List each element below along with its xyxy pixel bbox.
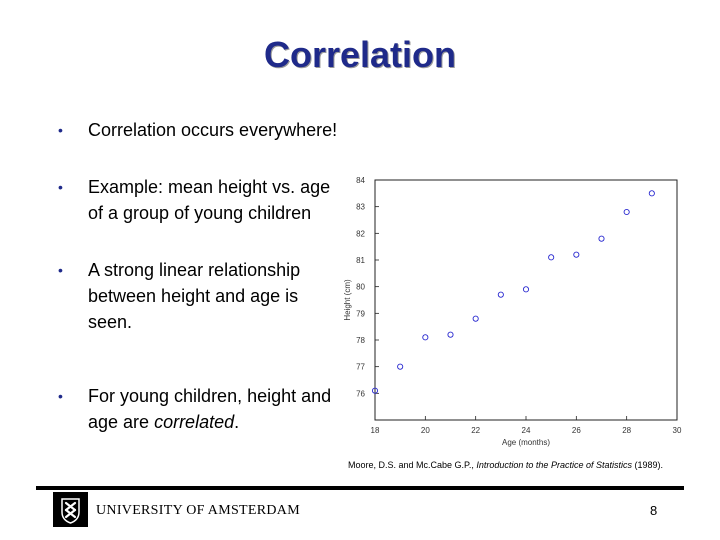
data-point xyxy=(397,363,404,370)
bullet-text: For young children, height and age are c… xyxy=(88,383,338,435)
citation-book-title: Introduction to the Practice of Statisti… xyxy=(476,460,632,470)
page-number: 8 xyxy=(650,503,658,518)
y-tick-label: 77 xyxy=(356,363,365,372)
data-point xyxy=(422,334,429,341)
x-tick-label: 28 xyxy=(622,426,631,435)
bullet-linear-relationship: • A strong linear relationship between h… xyxy=(58,257,338,335)
x-tick-label: 20 xyxy=(421,426,430,435)
y-tick-label: 83 xyxy=(356,203,365,212)
data-point xyxy=(371,387,379,394)
data-point xyxy=(648,190,655,197)
data-point xyxy=(472,315,479,322)
bullet-dot: • xyxy=(58,179,63,195)
y-tick-label: 82 xyxy=(356,229,365,238)
bullet-young-children-correlated: • For young children, height and age are… xyxy=(58,383,338,435)
citation-prefix: Moore, D.S. and Mc.Cabe G.P., xyxy=(348,460,477,470)
bullet-correlation-everywhere: • Correlation occurs everywhere! xyxy=(58,117,478,143)
x-tick-label: 18 xyxy=(371,426,380,435)
data-point xyxy=(497,291,504,298)
university-logo-icon xyxy=(53,492,88,527)
slide-title: Correlation xyxy=(263,34,457,75)
x-tick-label: 22 xyxy=(471,426,480,435)
bullet-text-emphasis: correlated xyxy=(154,412,235,432)
footer-divider xyxy=(36,486,684,490)
x-axis-label: Age (months) xyxy=(502,438,550,447)
y-tick-label: 76 xyxy=(356,389,365,398)
x-tick-label: 26 xyxy=(572,426,581,435)
data-point xyxy=(573,251,580,258)
y-tick-label: 80 xyxy=(356,283,365,292)
bullet-text: Correlation occurs everywhere! xyxy=(88,120,338,140)
bullet-dot: • xyxy=(58,388,63,404)
bullet-example: • Example: mean height vs. age of a grou… xyxy=(58,174,338,226)
y-tick-label: 84 xyxy=(356,176,365,185)
bullet-text: Example: mean height vs. age of a group … xyxy=(88,177,331,223)
height-vs-age-scatter-chart: 18 20 22 24 26 28 30 76 77 78 79 80 81 82 83 84 Age (mon… xyxy=(343,176,682,447)
bullet-text-prefix: For young children, height and age are xyxy=(88,386,332,432)
data-point xyxy=(598,235,605,242)
bullet-text: A strong linear relationship between hei… xyxy=(88,260,301,332)
citation-suffix: (1989). xyxy=(631,460,663,470)
plot-frame xyxy=(374,179,678,421)
citation: Moore, D.S. and Mc.Cabe G.P., Introducti… xyxy=(348,460,663,470)
university-name: UNIVERSITY OF AMSTERDAM xyxy=(96,503,300,518)
x-tick-label: 24 xyxy=(522,426,531,435)
data-point xyxy=(447,331,454,338)
bullet-dot: • xyxy=(58,122,63,138)
bullet-text-suffix: . xyxy=(234,412,240,432)
y-axis-label: Height (cm) xyxy=(343,279,352,321)
x-tick-label: 30 xyxy=(673,426,682,435)
y-tick-label: 79 xyxy=(356,309,365,318)
bullet-dot: • xyxy=(58,262,63,278)
data-point xyxy=(522,286,530,293)
y-tick-label: 78 xyxy=(356,336,365,345)
data-point xyxy=(548,254,555,261)
y-tick-label: 81 xyxy=(356,256,365,265)
data-point xyxy=(623,208,630,216)
